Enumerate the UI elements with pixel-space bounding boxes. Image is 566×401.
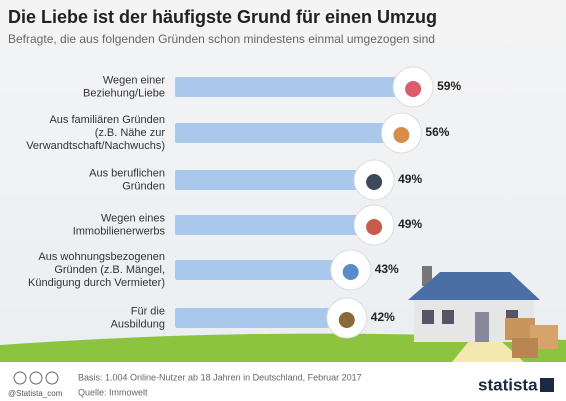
chart-title: Die Liebe ist der häufigste Grund für ei… — [8, 7, 437, 27]
note: Basis: 1.004 Online-Nutzer ab 18 Jahren … — [78, 372, 362, 382]
value-label: 49% — [398, 217, 422, 231]
chart-subtitle: Befragte, die aus folgenden Gründen scho… — [8, 32, 435, 46]
bar — [175, 215, 367, 235]
category-label: Aus beruflichen Gründen — [89, 167, 165, 192]
bar — [175, 77, 406, 97]
category-label: Aus wohnungsbezogenen Gründen (z.B. Mänge… — [28, 251, 165, 289]
value-label: 42% — [371, 310, 395, 324]
value-label: 56% — [425, 125, 449, 139]
category-label: Wegen eines Immobilienerwerbs — [73, 212, 166, 237]
icon — [393, 127, 410, 143]
brand: statista — [478, 375, 538, 394]
bar — [175, 123, 394, 143]
footer-bg — [0, 362, 566, 401]
icon — [366, 174, 383, 190]
category-label: Wegen einer Beziehung/Liebe — [83, 74, 165, 99]
icon — [366, 219, 383, 235]
by-icon — [29, 371, 43, 385]
icon — [338, 312, 355, 328]
value-label: 43% — [375, 262, 399, 276]
house — [408, 266, 558, 358]
cc-icon — [13, 371, 27, 385]
brand-logo — [540, 378, 554, 392]
nd-icon — [45, 371, 59, 385]
value-label: 49% — [398, 172, 422, 186]
category-label: Für die Ausbildung — [111, 305, 165, 330]
icon — [405, 81, 422, 97]
value-label: 59% — [437, 79, 461, 93]
category-label: Aus familiären Gründen (z.B. Nähe zur Verw… — [26, 114, 165, 152]
credit: @Statista_com — [8, 389, 63, 398]
icon — [342, 264, 359, 280]
bar — [175, 260, 343, 280]
source: Quelle: Immowelt — [78, 387, 148, 397]
bar — [175, 308, 339, 328]
bar — [175, 170, 367, 190]
